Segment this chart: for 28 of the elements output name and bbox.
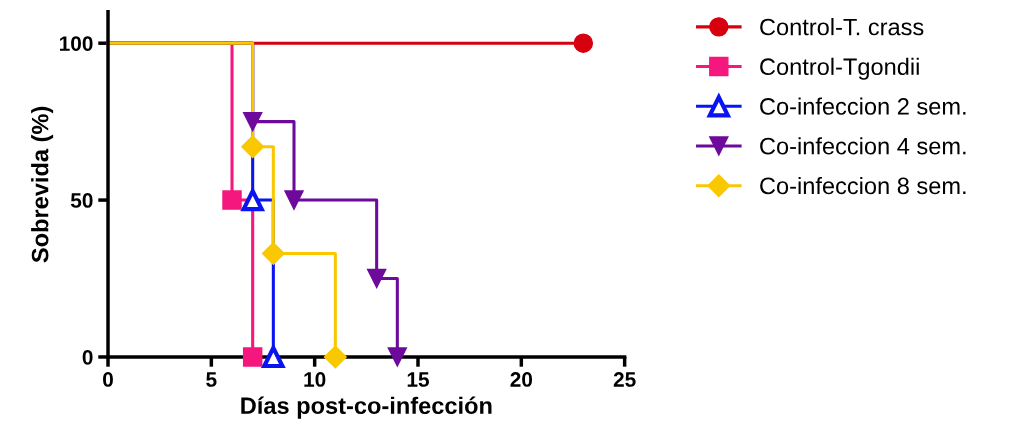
x-tick-label: 15 <box>407 372 429 387</box>
x-axis-title: Días post-co-infección <box>241 396 492 419</box>
point <box>261 241 285 265</box>
x-tick-label: 0 <box>103 372 113 387</box>
x-tick-label: 20 <box>510 372 533 387</box>
point <box>323 345 347 369</box>
point <box>366 268 387 289</box>
legend-label: Co-infeccion 4 sem. <box>760 137 966 155</box>
y-tick-label: 100 <box>59 36 93 51</box>
point <box>573 33 594 53</box>
point <box>222 190 242 210</box>
y-axis-title: Sobrevida (%) <box>31 106 54 263</box>
point <box>242 111 263 132</box>
y-tick-label: 50 <box>70 193 93 208</box>
legend-label: Control-Tgondii <box>760 57 919 80</box>
point <box>262 345 285 369</box>
legend-label: Control-T. crass <box>760 18 924 36</box>
point <box>241 135 265 159</box>
legend-label: Co-infeccion 2 sem. <box>760 97 966 115</box>
point <box>242 347 263 367</box>
point <box>241 188 264 212</box>
legend-label: Co-infeccion 8 sem. <box>760 176 966 195</box>
y-tick-label: 0 <box>82 349 93 365</box>
point <box>387 347 408 367</box>
x-tick-label: 10 <box>304 372 326 387</box>
x-tick-label: 25 <box>613 372 636 387</box>
point <box>284 190 304 210</box>
x-tick-label: 5 <box>206 372 217 387</box>
